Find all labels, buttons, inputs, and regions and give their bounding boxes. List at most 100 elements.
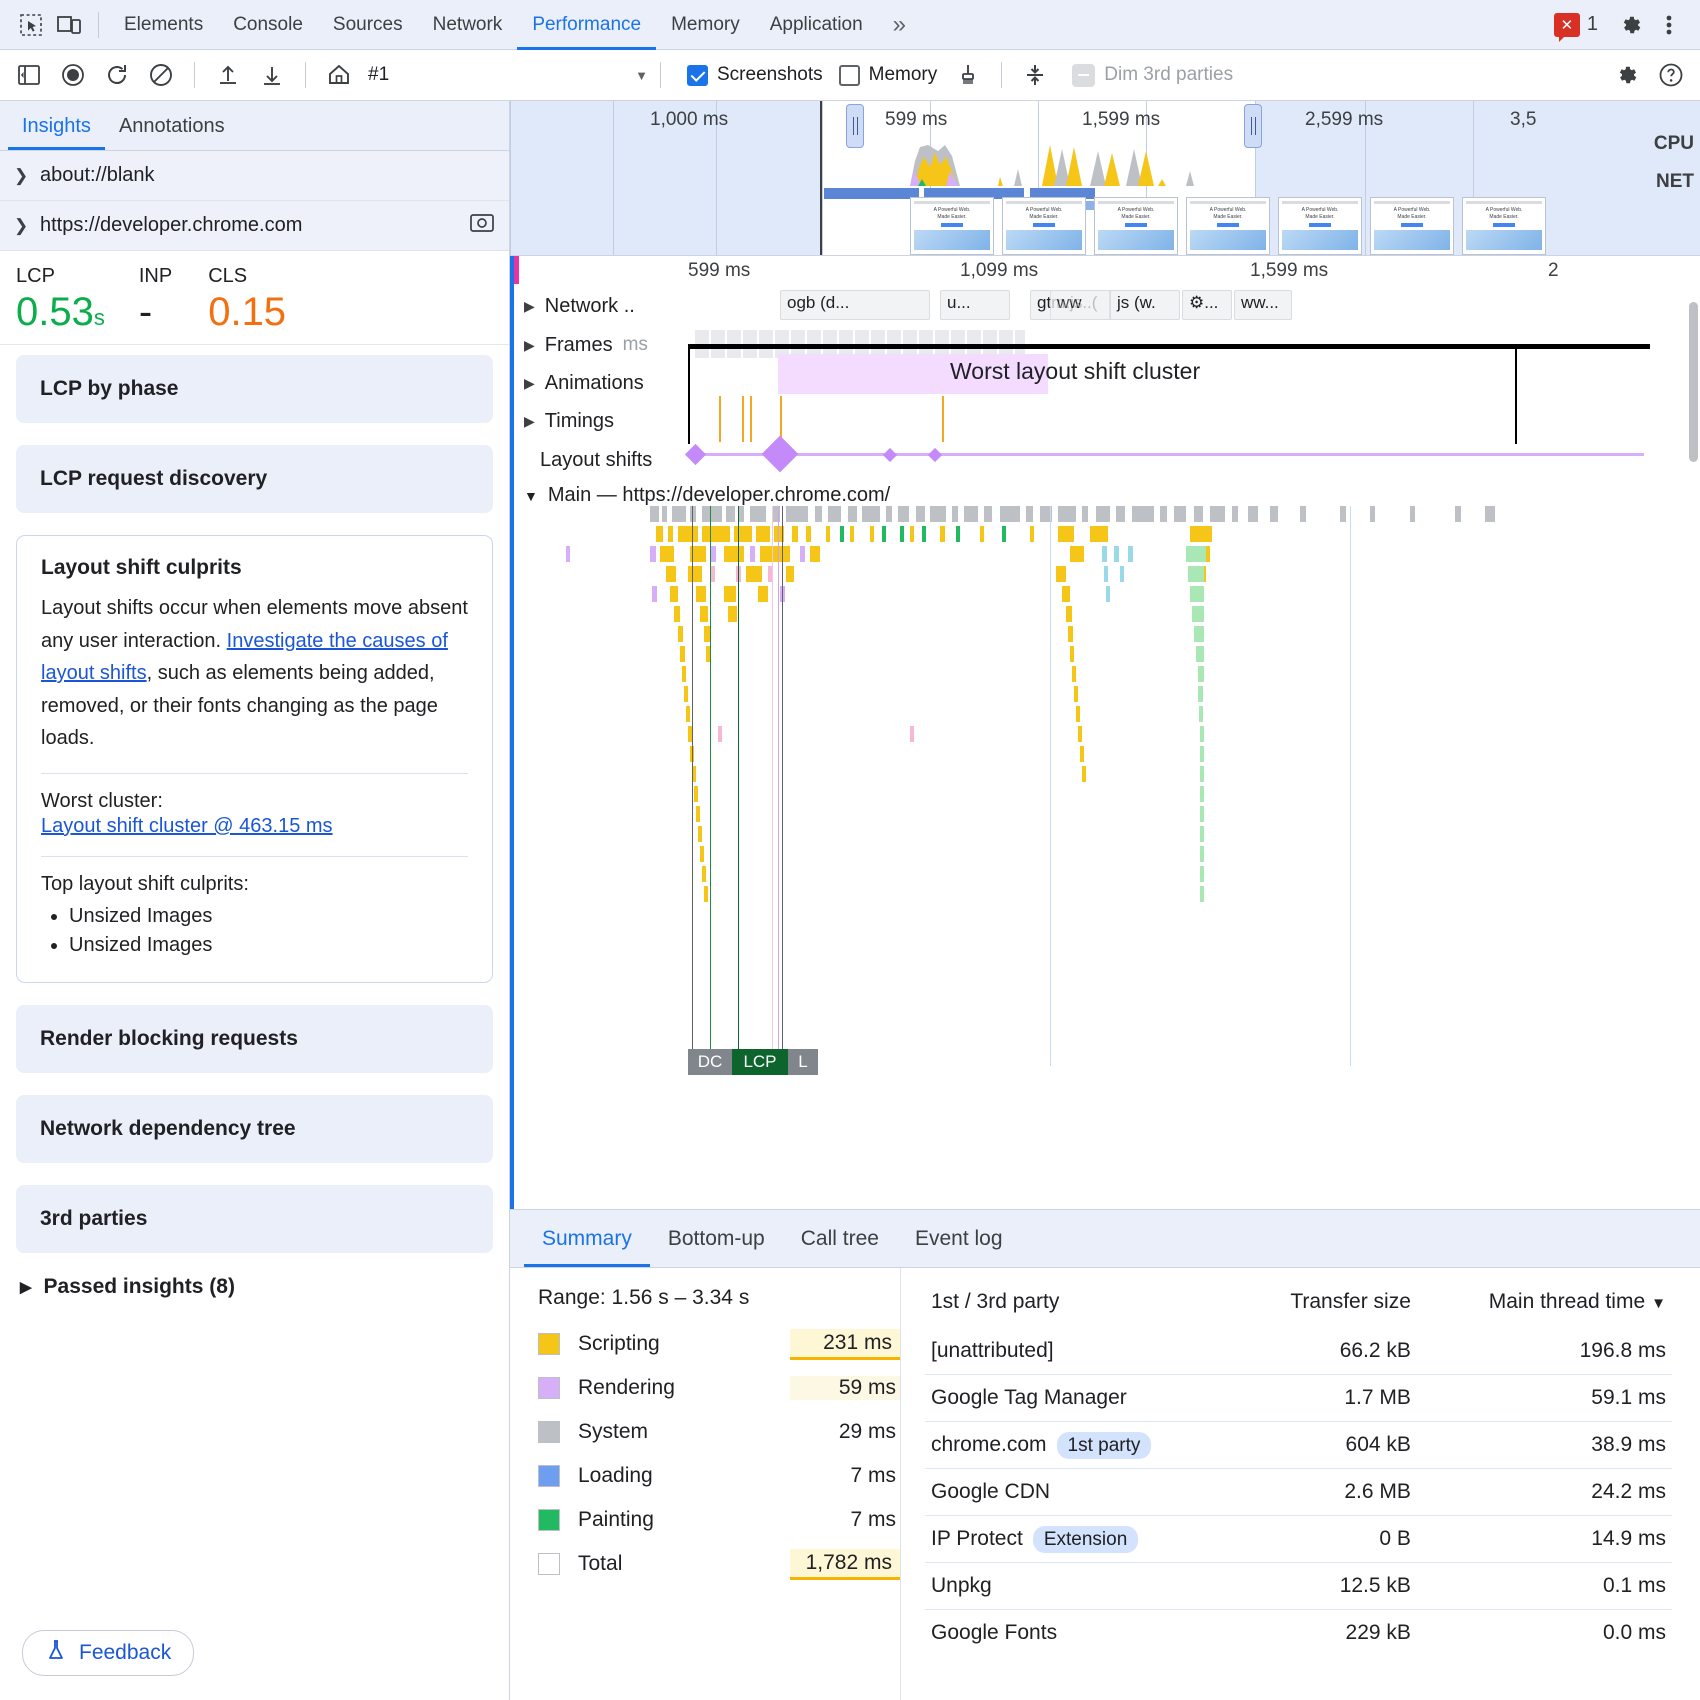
insight-lcp-request-discovery[interactable]: LCP request discovery [16,445,493,513]
error-badge[interactable]: ✕ 1 [1553,12,1598,42]
tab-bottom-up[interactable]: Bottom-up [667,1227,765,1250]
tab-console[interactable]: Console [233,13,303,35]
tab-performance[interactable]: Performance [517,0,656,50]
tab-summary[interactable]: Summary [524,1211,650,1267]
network-chip[interactable]: ww... [1234,290,1292,320]
metric-cls[interactable]: CLS 0.15 [172,265,286,334]
triangle-down-icon[interactable]: ▼ [524,487,538,504]
summary-row-loading[interactable]: Loading 7 ms [538,1454,900,1498]
table-row[interactable]: Unpkg 12.5 kB 0.1 ms [925,1562,1672,1610]
tab-sources[interactable]: Sources [332,13,403,35]
navigation-developer-chrome[interactable]: ❯ https://developer.chrome.com [0,201,509,251]
insight-render-blocking-requests[interactable]: Render blocking requests [16,1004,493,1073]
main-thread-flame-chart[interactable] [510,506,1700,1046]
filmstrip-thumbnail[interactable]: A Powerful Web. Made Easier. [1002,197,1086,255]
worst-cluster-link[interactable]: Layout shift cluster @ 463.15 ms [41,814,333,837]
summary-row-scripting[interactable]: Scripting 231 ms [538,1322,900,1366]
table-row[interactable]: Google Tag Manager 1.7 MB 59.1 ms [925,1374,1672,1422]
feedback-button[interactable]: Feedback [22,1630,195,1676]
track-animations[interactable]: ▶ Animations [510,364,1700,402]
track-frames[interactable]: ▶ Frames ms [510,326,1700,364]
timeline-scrollbar[interactable] [1689,302,1698,462]
tab-memory[interactable]: Memory [671,13,740,35]
metric-lcp[interactable]: LCP 0.53s [0,265,105,334]
summary-row-painting[interactable]: Painting 7 ms [538,1498,900,1542]
memory-checkbox[interactable]: Memory [838,64,937,86]
tab-elements[interactable]: Elements [124,13,204,35]
timeline-overview[interactable]: 1,000 ms 599 ms 1,599 ms 2,599 ms 3,5 CP… [510,101,1700,256]
summary-row-system[interactable]: System 29 ms [538,1410,900,1454]
filmstrip-thumbnail[interactable]: A Powerful Web. Made Easier. [1370,197,1454,255]
track-timings[interactable]: ▶ Timings [510,402,1700,440]
capture-settings-icon[interactable] [1606,54,1648,96]
insight-network-dependency-tree[interactable]: Network dependency tree [16,1094,493,1163]
triangle-right-icon[interactable]: ▶ [524,336,535,353]
network-chip[interactable]: u... [940,290,1010,320]
sidebar-tab-annotations[interactable]: Annotations [118,114,225,137]
track-layout-shifts[interactable]: Layout shifts [510,442,1700,478]
insight-layout-shift-culprits[interactable]: Layout shift culprits Layout shifts occu… [16,535,493,983]
marker-lcp[interactable]: LCP [732,1049,788,1075]
tab-application[interactable]: Application [769,13,863,35]
screenshots-checkbox[interactable]: Screenshots [687,64,823,86]
network-chip[interactable]: ww [1050,290,1110,320]
passed-insights-toggle[interactable]: ▶ Passed insights (8) [20,1275,489,1299]
network-chip[interactable]: ⚙... [1182,290,1232,320]
table-row[interactable]: IP Protect Extension 0 B 14.9 ms [925,1515,1672,1563]
tab-call-tree[interactable]: Call tree [800,1227,879,1250]
upload-profile-icon[interactable] [207,54,249,96]
network-chip[interactable]: js (w. [1110,290,1180,320]
table-row[interactable]: chrome.com 1st party 604 kB 38.9 ms [925,1421,1672,1469]
filmstrip[interactable]: A Powerful Web. Made Easier. A Powerful W… [510,193,1700,255]
table-row[interactable]: Google CDN 2.6 MB 24.2 ms [925,1468,1672,1516]
clear-icon[interactable] [140,54,182,96]
help-icon[interactable] [1650,54,1692,96]
gear-icon[interactable] [1612,6,1650,44]
record-icon[interactable] [52,54,94,96]
triangle-right-icon[interactable]: ▶ [524,297,535,314]
triangle-right-icon[interactable]: ▶ [524,412,535,429]
track-label-main[interactable]: ▼ Main — https://developer.chrome.com/ [524,484,890,507]
recording-selector[interactable]: #1 ▼ [368,64,648,86]
tab-event-log[interactable]: Event log [914,1227,1003,1250]
more-tabs-icon[interactable]: » [892,10,907,38]
reload-and-record-icon[interactable] [96,54,138,96]
track-network[interactable]: ▶ Network .. [510,286,1700,326]
summary-row-rendering[interactable]: Rendering 59 ms [538,1366,900,1410]
expand-all-icon[interactable] [1014,54,1056,96]
filmstrip-thumbnail[interactable]: A Powerful Web. Made Easier. [1094,197,1178,255]
timeline-markers[interactable]: DC LCP L [688,1049,818,1075]
tab-network[interactable]: Network [432,13,503,35]
metric-inp[interactable]: INP - [105,265,172,334]
insight-3rd-parties[interactable]: 3rd parties [16,1184,493,1253]
column-header-transfer-size[interactable]: Transfer size [1290,1290,1411,1313]
worst-cluster-band[interactable] [778,354,1048,394]
table-row[interactable]: Google Fonts 229 kB 0.0 ms [925,1609,1672,1656]
filmstrip-thumbnail[interactable]: A Powerful Web. Made Easier. [1186,197,1270,255]
dim-third-parties-toggle[interactable]: Dim 3rd parties [1072,63,1233,87]
flame-chart[interactable]: 599 ms 1,099 ms 1,599 ms 2 ▶ Network .. [510,256,1700,1209]
show-sidebar-icon[interactable] [8,54,50,96]
sidebar-tab-insights[interactable]: Insights [8,102,105,150]
timeline-tracks[interactable]: 599 ms 1,099 ms 1,599 ms 2 ▶ Network .. [510,256,1700,1210]
investigate-layout-shifts-link[interactable]: Investigate the causes of layout shifts [41,629,448,685]
kebab-menu-icon[interactable] [1650,6,1688,44]
filmstrip-thumbnail[interactable]: A Powerful Web. Made Easier. [910,197,994,255]
column-header-party[interactable]: 1st / 3rd party [931,1290,1060,1313]
filmstrip-thumbnail[interactable]: A Powerful Web. Made Easier. [1462,197,1546,255]
download-profile-icon[interactable] [251,54,293,96]
device-toolbar-icon[interactable] [50,6,88,44]
filmstrip-thumbnail[interactable]: A Powerful Web. Made Easier. [1278,197,1362,255]
column-header-main-thread-time[interactable]: Main thread time ▼ [1417,1286,1672,1328]
marker-dcl[interactable]: DC [688,1049,732,1075]
table-row[interactable]: [unattributed] 66.2 kB 196.8 ms [925,1328,1672,1375]
screenshot-icon[interactable] [469,211,495,241]
navigation-about-blank[interactable]: ❯ about://blank [0,151,509,201]
network-chip[interactable]: ogb (d... [780,290,930,320]
insight-lcp-by-phase[interactable]: LCP by phase [16,355,493,423]
inspect-element-icon[interactable] [12,6,50,44]
home-icon[interactable] [318,54,360,96]
marker-load[interactable]: L [788,1049,818,1075]
overview-resize-handle-left[interactable] [846,104,864,148]
triangle-right-icon[interactable]: ▶ [524,374,535,391]
